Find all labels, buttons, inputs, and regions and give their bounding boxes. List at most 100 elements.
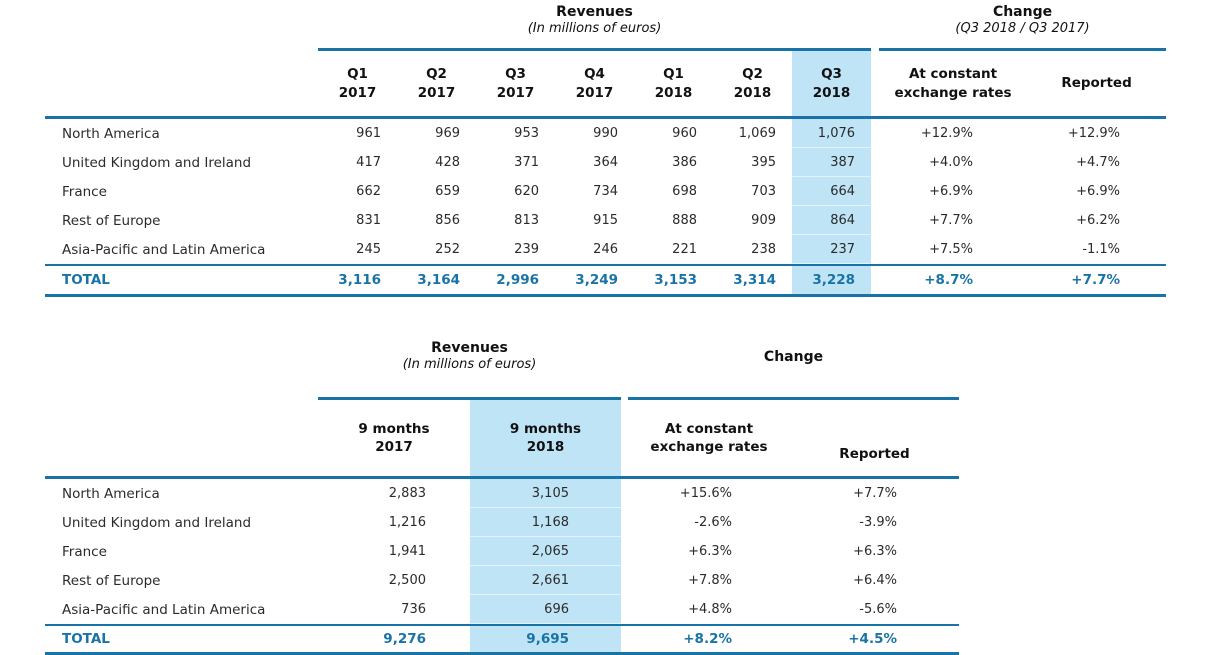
total-change-constant-cell: +8.2%	[628, 624, 790, 655]
revenue-cell: 698	[672, 184, 697, 199]
change-constant-cell: +4.8%	[688, 602, 732, 617]
row-label: United Kingdom and Ireland	[62, 514, 252, 531]
change-reported-cell: +6.9%	[1076, 184, 1121, 199]
row-label: Asia-Pacific and Latin America	[62, 241, 266, 258]
total-revenue-9m-2017-cell: 9,276	[318, 624, 470, 655]
total-row: TOTAL 9,276 9,695 +8.2% +4.5%	[45, 624, 960, 655]
empty-cell	[45, 338, 318, 399]
revenue-cell: 813	[514, 213, 539, 228]
change-reported-cell: +4.7%	[1076, 155, 1121, 170]
change-reported-cell: +6.3%	[853, 544, 898, 559]
empty-cell	[45, 398, 318, 479]
table-row: Asia-Pacific and Latin America 245 252 2…	[45, 235, 1166, 265]
revenue-cell: 620	[514, 184, 539, 199]
change-reported-cell: -1.1%	[1082, 242, 1121, 257]
revenue-9m-2018-cell-highlighted: 2,661	[470, 566, 621, 595]
total-label: TOTAL	[45, 264, 318, 297]
change-constant-cell: +12.9%	[920, 126, 974, 141]
change-reported-cell: +12.9%	[1067, 126, 1121, 141]
total-label: TOTAL	[45, 624, 318, 655]
revenue-cell: 428	[435, 155, 460, 170]
revenue-cell: 953	[514, 126, 539, 141]
group-gap	[871, 177, 879, 206]
revenue-9m-2017-cell: 2,500	[388, 573, 426, 588]
revenue-cell: 831	[356, 213, 381, 228]
row-label: North America	[62, 485, 160, 502]
table-row: France 662 659 620 734 698 703 664 +6.9%…	[45, 177, 1166, 206]
group-header-row: Revenues (In millions of euros) Change	[45, 338, 960, 400]
revenue-cell-highlighted: 864	[792, 206, 872, 235]
empty-cell	[45, 49, 318, 119]
nine-month-revenues-table: Revenues (In millions of euros) Change 9…	[45, 338, 960, 655]
group-gap	[621, 508, 628, 537]
revenue-9m-2018-cell-highlighted: 1,168	[470, 508, 621, 537]
revenue-cell: 395	[751, 155, 776, 170]
total-revenue-cell: 3,116	[318, 264, 397, 297]
column-header-row: Q1 2017 Q2 2017 Q3 2017 Q4 2017 Q1 2018 Q2 201…	[45, 49, 1167, 119]
row-label: Rest of Europe	[62, 572, 161, 589]
revenue-cell: 221	[672, 242, 697, 257]
group-gap	[621, 398, 628, 479]
change-title: Change	[763, 349, 824, 365]
total-revenue-cell: 3,249	[555, 264, 634, 297]
column-header-q3-2018-highlighted: Q3 2018	[792, 49, 872, 119]
revenue-9m-2018-cell-highlighted: 3,105	[470, 477, 621, 508]
change-group-header: Change (Q3 2018 / Q3 2017)	[879, 2, 1167, 51]
revenue-cell: 238	[751, 242, 776, 257]
revenue-cell: 990	[593, 126, 618, 141]
revenues-group-header: Revenues (In millions of euros)	[318, 338, 621, 400]
revenue-cell: 969	[435, 126, 460, 141]
change-constant-cell: +7.7%	[929, 213, 974, 228]
revenue-cell: 734	[593, 184, 618, 199]
table-row: Rest of Europe 2,500 2,661 +7.8% +6.4%	[45, 566, 959, 595]
group-gap	[621, 595, 628, 625]
column-header-constant-rates: At constant exchange rates	[628, 398, 790, 479]
total-revenue-cell-highlighted: 3,228	[792, 264, 872, 297]
group-gap	[871, 206, 879, 235]
total-revenue-9m-2018-cell-highlighted: 9,695	[470, 624, 621, 655]
row-label: Rest of Europe	[62, 212, 161, 229]
revenue-cell: 246	[593, 242, 618, 257]
column-header-constant-rates: At constant exchange rates	[879, 49, 1028, 119]
column-header-q1-2017: Q1 2017	[318, 49, 397, 119]
change-reported-cell: -5.6%	[859, 602, 898, 617]
column-header-9m-2018-highlighted: 9 months 2018	[470, 398, 621, 479]
column-header-9m-2017: 9 months 2017	[318, 398, 470, 479]
revenues-title: Revenues	[431, 340, 508, 356]
table-row: Rest of Europe 831 856 813 915 888 909 8…	[45, 206, 1166, 235]
column-header-reported: Reported	[790, 398, 960, 479]
quarterly-revenues-table: Revenues (In millions of euros) Change (…	[45, 2, 1167, 297]
revenue-9m-2017-cell: 1,216	[388, 515, 426, 530]
total-revenue-cell: 3,314	[713, 264, 792, 297]
group-gap	[871, 148, 879, 177]
column-header-q3-2017: Q3 2017	[476, 49, 555, 119]
column-header-q1-2018: Q1 2018	[634, 49, 713, 119]
group-gap	[621, 566, 628, 595]
total-revenue-cell: 2,996	[476, 264, 555, 297]
revenue-cell: 888	[672, 213, 697, 228]
row-label: United Kingdom and Ireland	[62, 154, 252, 171]
change-reported-cell: +7.7%	[853, 486, 898, 501]
revenue-cell: 386	[672, 155, 697, 170]
revenue-cell: 364	[593, 155, 618, 170]
revenue-9m-2017-cell: 736	[401, 602, 426, 617]
change-constant-cell: +15.6%	[679, 486, 732, 501]
change-group-header: Change	[628, 338, 960, 400]
revenue-cell-highlighted: 237	[792, 235, 872, 265]
column-header-reported: Reported	[1027, 49, 1167, 119]
row-label: France	[62, 543, 107, 560]
revenues-subtitle: (In millions of euros)	[402, 356, 537, 372]
total-change-reported-cell: +4.5%	[790, 624, 960, 655]
group-header-row: Revenues (In millions of euros) Change (…	[45, 2, 1167, 51]
change-constant-cell: +7.5%	[929, 242, 974, 257]
total-revenue-cell: 3,153	[634, 264, 713, 297]
group-gap	[871, 49, 880, 119]
total-row: TOTAL 3,116 3,164 2,996 3,249 3,153 3,31…	[45, 264, 1167, 297]
row-label: France	[62, 183, 107, 200]
revenue-cell: 245	[356, 242, 381, 257]
change-subtitle: (Q3 2018 / Q3 2017)	[955, 20, 1090, 36]
total-revenue-cell: 3,164	[397, 264, 476, 297]
revenue-cell: 1,069	[738, 126, 776, 141]
table-row: North America 961 969 953 990 960 1,069 …	[45, 117, 1166, 148]
group-gap	[621, 478, 628, 509]
